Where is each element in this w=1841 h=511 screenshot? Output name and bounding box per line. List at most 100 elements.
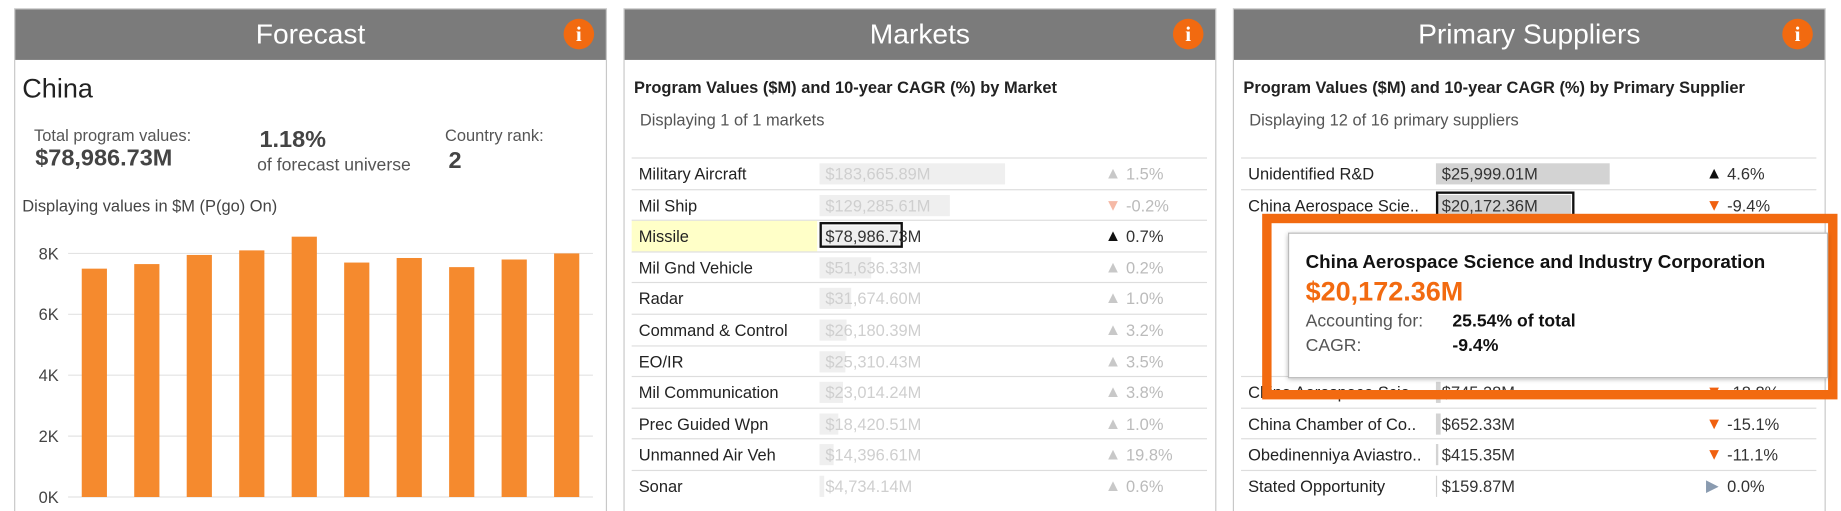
row-cagr: 1.0% (1125, 289, 1164, 309)
tooltip-title: China Aerospace Science and Industry Cor… (1305, 252, 1766, 273)
display-note: Displaying 12 of 16 primary suppliers (1249, 110, 1519, 130)
row-name: Radar (638, 289, 684, 309)
row-name: Prec Guided Wpn (638, 414, 769, 434)
table-row: Stated Opportunity $159.87M ▶ 0.0% (1241, 469, 1817, 502)
total-value: $78,986.73M (35, 145, 173, 172)
row-value: $4,734.14M (825, 476, 913, 496)
table-row: EO/IR $25,310.43M ▲ 3.5% (631, 344, 1207, 377)
value-bar (819, 163, 1006, 185)
value-bar (1435, 163, 1610, 185)
tooltip-value: $20,172.36M (1305, 276, 1464, 307)
bar (291, 236, 317, 497)
row-name: Sonar (638, 476, 683, 496)
row-value: $25,999.01M (1441, 164, 1538, 184)
row-cagr: 1.0% (1125, 414, 1164, 434)
subtitle: Program Values ($M) and 10-year CAGR (%)… (1243, 77, 1745, 97)
bar (554, 253, 580, 497)
table-row: Mil Ship $129,285.61M ▼ -0.2% (631, 188, 1207, 221)
row-value: $23,014.24M (825, 383, 922, 402)
value-bar (819, 225, 900, 247)
table-row: Unmanned Air Veh $14,396.61M ▲ 19.8% (631, 438, 1207, 471)
trend-arrow: ▶ (1705, 475, 1719, 495)
row-value: $25,310.43M (825, 351, 922, 371)
tooltip-share: 25.54% of total (1452, 311, 1576, 332)
row-cagr: -9.4% (1727, 195, 1771, 215)
table-row: Command & Control $26,180.39M ▲ 3.2% (631, 313, 1207, 346)
table-row: Obedinenniya Aviastro.. $415.35M ▼ -11.1% (1241, 438, 1817, 471)
value-bar (1435, 475, 1438, 497)
panel-title: Forecast (15, 9, 606, 60)
value-bar (819, 413, 839, 435)
trend-arrow: ▲ (1104, 288, 1122, 308)
row-cagr: 0.2% (1125, 258, 1164, 277)
table-row: Unidentified R&D $25,999.01M ▲ 4.6% (1241, 157, 1817, 189)
info-button[interactable]: i (563, 18, 595, 50)
share-label: of forecast universe (257, 155, 411, 176)
panel-title: Markets (624, 9, 1216, 60)
tooltip: China Aerospace Science and Industry Cor… (1287, 232, 1829, 379)
tooltip-cagr: -9.4% (1452, 335, 1499, 356)
row-value: $14,396.61M (825, 445, 922, 465)
trend-arrow: ▲ (1104, 413, 1122, 433)
display-note: Displaying 1 of 1 markets (639, 110, 825, 130)
row-name: China Chamber of Co.. (1248, 414, 1417, 434)
table-row: Mil Gnd Vehicle $51,636.33M ▲ 0.2% (631, 251, 1207, 283)
row-name: Stated Opportunity (1248, 476, 1386, 496)
trend-arrow: ▲ (1104, 382, 1122, 401)
row-name: Missile (638, 226, 689, 246)
row-cagr: 3.2% (1125, 320, 1164, 340)
row-cagr: -0.2% (1125, 195, 1169, 215)
row-cagr: -15.1% (1727, 414, 1780, 434)
forecast-panel: Forecast i China Total program values: $… (14, 8, 608, 511)
row-cagr: 0.6% (1125, 476, 1164, 496)
trend-arrow: ▲ (1104, 444, 1122, 464)
trend-arrow: ▲ (1104, 163, 1122, 183)
highlight-frame (1262, 213, 1838, 400)
row-cagr: 0.7% (1125, 226, 1164, 246)
row-cagr: 4.6% (1727, 164, 1765, 184)
y-tick-label: 8K (39, 245, 59, 263)
bar (344, 262, 370, 497)
row-cagr: 0.0% (1727, 476, 1765, 496)
value-bar (1435, 413, 1441, 435)
table-row: Radar $31,674.60M ▲ 1.0% (631, 282, 1207, 314)
row-value: $31,674.60M (825, 289, 922, 309)
table-row: Mil Communication $23,014.24M ▲ 3.8% (631, 376, 1207, 408)
suppliers-panel: Primary Suppliers i Program Values ($M) … (1232, 8, 1826, 511)
row-cagr: 19.8% (1125, 445, 1173, 465)
trend-arrow: ▼ (1705, 413, 1723, 433)
row-value: $652.33M (1441, 414, 1515, 434)
row-value: $183,665.89M (825, 164, 931, 184)
info-button[interactable]: i (1782, 18, 1813, 50)
country: China (22, 72, 93, 104)
table-row: Military Aircraft $183,665.89M ▲ 1.5% (631, 157, 1207, 189)
y-tick-label: 4K (39, 367, 59, 385)
row-name: Mil Ship (638, 195, 698, 215)
trend-arrow: ▲ (1104, 225, 1122, 245)
value-bar (819, 319, 846, 341)
row-value: $159.87M (1441, 476, 1515, 496)
trend-arrow: ▲ (1705, 163, 1723, 183)
row-name: Unidentified R&D (1248, 164, 1375, 184)
bar (239, 250, 265, 497)
share: 1.18% (259, 126, 327, 153)
table-row: Prec Guided Wpn $18,420.51M ▲ 1.0% (631, 407, 1207, 439)
value-bar (819, 288, 852, 310)
trend-arrow: ▲ (1104, 475, 1122, 495)
row-value: $415.35M (1441, 445, 1515, 465)
row-name: Unmanned Air Veh (638, 445, 776, 465)
panel-title: Primary Suppliers (1233, 9, 1825, 60)
row-highlight (631, 221, 818, 252)
trend-arrow: ▲ (1104, 257, 1122, 276)
value-bar (1435, 444, 1439, 466)
row-value: $51,636.33M (825, 258, 922, 277)
y-tick-label: 0K (39, 489, 59, 507)
info-button[interactable]: i (1172, 18, 1204, 50)
table-row: China Chamber of Co.. $652.33M ▼ -15.1% (1241, 407, 1817, 439)
y-tick-label: 2K (39, 428, 59, 446)
trend-arrow: ▼ (1705, 444, 1723, 464)
value-bar (819, 475, 825, 497)
